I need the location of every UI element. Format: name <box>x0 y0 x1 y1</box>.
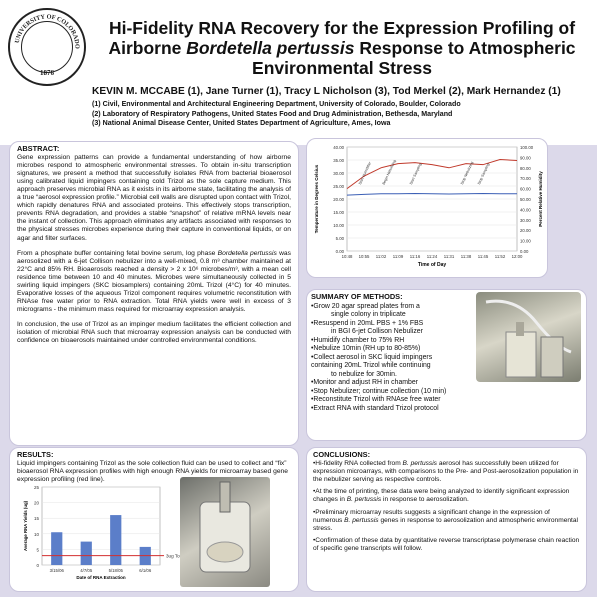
abstract-paragraph: From a phosphate buffer containing fetal… <box>17 249 291 313</box>
x-tick-label: 3/15/06 <box>50 568 65 573</box>
y-tick-label: 35.00 <box>333 158 344 163</box>
method-step: in BGI 6-jet Collison Nebulizer <box>331 328 423 335</box>
x-tick-label: 4/7/05 <box>80 568 93 573</box>
y-tick-label: 25 <box>34 485 40 490</box>
x-tick-label: 10:55 <box>359 254 370 259</box>
y2-tick-label: 70.00 <box>520 176 531 181</box>
method-step: •Humidify chamber to 75% RH <box>311 336 405 344</box>
abstract-paragraph: Gene expression patterns can provide a f… <box>17 154 291 242</box>
y-tick-label: 30.00 <box>333 171 344 176</box>
results-heading: RESULTS: <box>17 450 54 459</box>
abstract-heading: ABSTRACT: <box>17 144 60 153</box>
conclusions-heading: CONCLUSIONS: <box>313 450 371 459</box>
y-tick-label: 20.00 <box>333 197 344 202</box>
x-tick-label: 11:31 <box>444 254 455 259</box>
y-tick-label: 10.00 <box>333 223 344 228</box>
y2-tick-label: 0.00 <box>520 249 529 254</box>
y-axis-label: Average RNA Yields (ug) <box>23 500 28 551</box>
x-tick-label: 11:09 <box>393 254 404 259</box>
method-step: containing 20mL Trizol while continuing <box>311 362 431 369</box>
poster-header: UNIVERSITY OF COLORADO 1876 Hi-Fidelity … <box>0 0 597 145</box>
method-step: •Stop Nebulizer; continue collection (10… <box>311 387 447 395</box>
poster-title: Hi-Fidelity RNA Recovery for the Express… <box>92 18 592 78</box>
x-tick-label: 11:24 <box>427 254 438 259</box>
lab-setup-photo-illustration <box>485 299 572 378</box>
x-axis-label: Time of Day <box>418 262 446 268</box>
y-tick-label: 25.00 <box>333 184 344 189</box>
lab-setup-photo <box>476 292 581 382</box>
y2-tick-label: 30.00 <box>520 218 531 223</box>
y2-tick-label: 100.00 <box>520 145 534 150</box>
y-tick-label: 0 <box>36 563 39 568</box>
temp-rh-chart-panel: 0.00 5.00 10.00 15.00 20.00 25.00 30.00 35.00 40… <box>306 138 548 278</box>
y2-axis-label: Percent Relative Humidity <box>538 171 543 227</box>
x-tick-label: 12:00 <box>512 254 523 259</box>
y-tick-label: 10 <box>34 532 40 537</box>
y-tick-label: 5 <box>36 547 39 552</box>
y2-tick-label: 50.00 <box>520 197 531 202</box>
university-seal: UNIVERSITY OF COLORADO 1876 <box>8 8 86 86</box>
y2-tick-label: 80.00 <box>520 166 531 171</box>
method-step: •Collect aerosol in SKC liquid impingers <box>311 353 433 361</box>
title-line-2: Airborne Bordetella pertussis Response t… <box>108 38 576 58</box>
x-tick-label: 11:45 <box>478 254 489 259</box>
conclusion-item: •Hi-fidelity RNA collected from B. pertu… <box>313 460 579 484</box>
affiliations: (1) Civil, Environmental and Architectur… <box>92 100 597 129</box>
method-step: to nebulize for 30min. <box>331 370 397 378</box>
bar <box>80 541 92 565</box>
method-step: •Monitor and adjust RH in chamber <box>311 379 418 386</box>
authors: KEVIN M. MCCABE (1), Jane Turner (1), Tr… <box>92 86 561 97</box>
y-tick-label: 40.00 <box>333 145 344 150</box>
conclusion-item: •Confirmation of these data by quantitat… <box>313 536 580 552</box>
impinger-photo-illustration <box>199 481 251 573</box>
series-line <box>346 193 517 196</box>
x-tick-label: 6/1/06 <box>139 568 152 573</box>
affiliation: (1) Civil, Environmental and Architectur… <box>92 100 461 108</box>
bar <box>110 515 122 565</box>
y2-tick-label: 40.00 <box>520 207 531 212</box>
y2-tick-label: 10.00 <box>520 239 531 244</box>
series-line <box>346 158 518 190</box>
method-step: single colony in triplicate <box>331 311 406 318</box>
method-step: •Reconstitute Trizol with RNAse free wat… <box>311 396 441 403</box>
abstract-paragraph: In conclusion, the use of Trizol as an i… <box>17 320 291 345</box>
y-tick-label: 0.00 <box>336 249 345 254</box>
y-tick-label: 20 <box>34 501 40 506</box>
conclusion-item: •At the time of printing, these data wer… <box>313 488 570 504</box>
abstract-panel: ABSTRACT: Gene expression patterns can p… <box>9 141 299 446</box>
temp-rh-line-chart: 0.00 5.00 10.00 15.00 20.00 25.00 30.00 35.00 40… <box>314 145 543 268</box>
bar <box>51 532 63 565</box>
seal-emblem <box>21 21 73 73</box>
y-tick-label: 15.00 <box>333 210 344 215</box>
y2-tick-label: 90.00 <box>520 155 531 160</box>
title-line-3: Environmental Stress <box>252 58 432 78</box>
x-tick-label: 5/18/05 <box>109 568 124 573</box>
seal-year: 1876 <box>40 69 54 77</box>
method-step: •Resuspend in 20mL PBS + 1% FBS <box>311 319 424 327</box>
conclusions-panel: CONCLUSIONS: •Hi-fidelity RNA collected … <box>306 447 587 592</box>
y-tick-label: 15 <box>34 516 40 521</box>
y2-tick-label: 60.00 <box>520 187 531 192</box>
method-step: •Grow 20 agar spread plates from a <box>311 302 420 310</box>
x-tick-label: 11:52 <box>495 254 506 259</box>
y-tick-label: 5.00 <box>336 236 345 241</box>
results-text: Liquid impingers containing Trizol as th… <box>17 460 288 483</box>
x-tick-label: 11:02 <box>376 254 387 259</box>
method-step: •Nebulize 10min (RH up to 80-85%) <box>311 345 421 352</box>
y-axis-label: Temperature in Degrees Celsius <box>314 164 319 233</box>
x-tick-label: 11:38 <box>461 254 472 259</box>
x-axis-label: Date of RNA Extraction <box>76 575 126 580</box>
x-tick-label: 11:16 <box>410 254 421 259</box>
affiliation: (2) Laboratory of Respiratory Pathogens,… <box>92 109 453 118</box>
title-line-1: Hi-Fidelity RNA Recovery for the Express… <box>108 18 576 38</box>
affiliation: (3) National Animal Disease Center, Unit… <box>92 119 391 127</box>
x-tick-label: 10:48 <box>342 254 353 259</box>
method-step: •Extract RNA with standard Trizol protoc… <box>311 404 439 412</box>
y2-tick-label: 20.00 <box>520 228 531 233</box>
conclusion-item: •Preliminary microarray results suggests… <box>313 508 579 532</box>
methods-heading: SUMMARY OF METHODS: <box>311 292 403 301</box>
impinger-photo <box>180 477 270 587</box>
